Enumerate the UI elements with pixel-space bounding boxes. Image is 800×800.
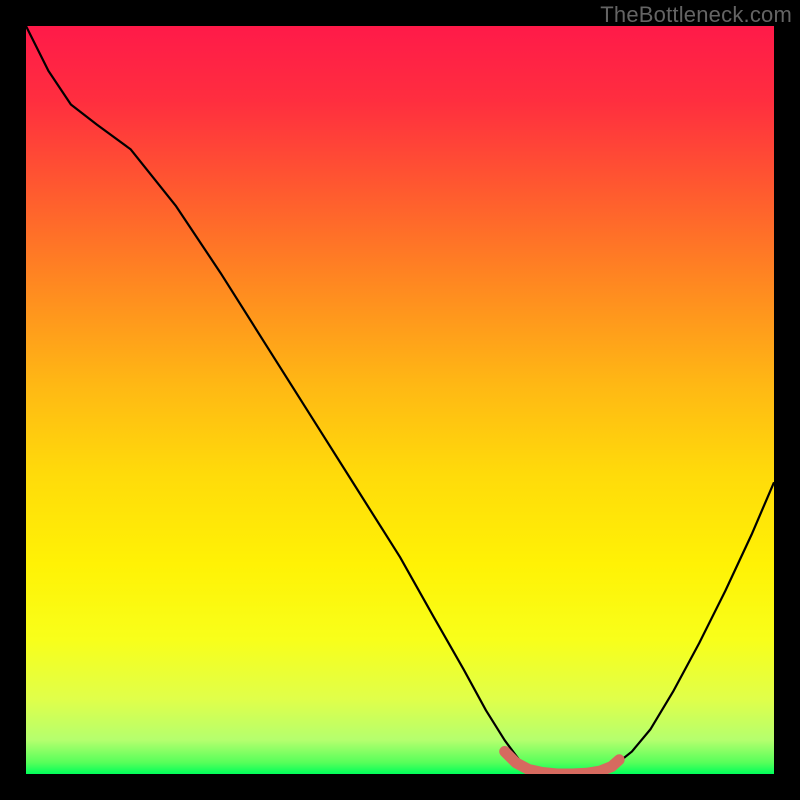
- watermark-text: TheBottleneck.com: [600, 2, 792, 28]
- minimum-marker: [26, 26, 774, 774]
- plot-area: [26, 26, 774, 774]
